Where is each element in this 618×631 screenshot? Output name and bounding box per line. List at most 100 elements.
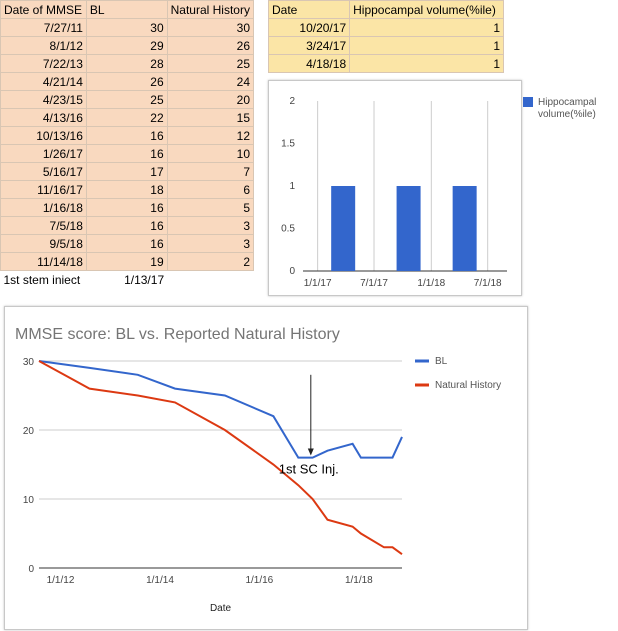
mmse-cell: 7/22/13: [0, 54, 87, 73]
bar-y-tick-label: 0: [289, 266, 295, 277]
mmse-cell: 10: [166, 144, 255, 163]
line-legend-label: Natural History: [435, 380, 501, 391]
mmse-cell: 20: [166, 90, 255, 109]
line-x-axis-label: Date: [210, 603, 232, 614]
mmse-cell: 3: [166, 234, 255, 253]
mmse-row: 1/26/17 16 10: [0, 144, 255, 163]
mmse-table: Date of MMSE BL Natural History 7/27/11 30 30…: [0, 0, 255, 289]
bar-legend-label: volume(%ile): [538, 109, 596, 120]
mmse-cell: 7: [166, 162, 255, 181]
mmse-cell: 7/27/11: [0, 18, 87, 37]
mmse-cell: 7/5/18: [0, 216, 87, 235]
mmse-cell: 16: [85, 234, 168, 253]
empty-cell: [167, 271, 253, 289]
bar-chart-svg: 1/1/17 7/1/17 1/1/18 7/1/18 0 0.5 1 1.5 2 Hippoca…: [281, 96, 596, 289]
line-x-tick-label: 1/1/12: [47, 575, 75, 586]
bar-legend-swatch: [523, 97, 533, 107]
mmse-cell: 25: [166, 54, 255, 73]
hippocampal-table: Date Hippocampal volume(%ile) 10/20/17 1 3/2…: [267, 0, 504, 73]
mmse-header-cell: BL: [85, 0, 168, 19]
mmse-cell: 1/16/18: [0, 198, 87, 217]
series-line-bl: [38, 360, 403, 459]
bar-y-tick-label: 0.5: [281, 224, 295, 235]
mmse-cell: 26: [166, 36, 255, 55]
mmse-cell: 24: [166, 72, 255, 91]
bar-x-tick-label: 1/1/18: [417, 278, 445, 289]
mmse-cell: 9/5/18: [0, 234, 87, 253]
mmse-cell: 11/14/18: [0, 252, 87, 271]
mmse-cell: 16: [85, 198, 168, 217]
hippo-header-cell: Hippocampal volume(%ile): [349, 0, 504, 19]
mmse-row: 7/5/18 16 3: [0, 216, 255, 235]
annotation-text: 1st SC Inj.: [279, 462, 339, 477]
mmse-cell: 12: [166, 126, 255, 145]
mmse-cell: 5: [166, 198, 255, 217]
hippo-cell: 1: [349, 18, 504, 37]
mmse-cell: 4/13/16: [0, 108, 87, 127]
mmse-row: 11/14/18 19 2: [0, 252, 255, 271]
mmse-cell: 3: [166, 216, 255, 235]
mmse-row: 4/21/14 26 24: [0, 72, 255, 91]
hippo-row: 10/20/17 1: [267, 18, 504, 37]
mmse-cell: 19: [85, 252, 168, 271]
mmse-header-row: Date of MMSE BL Natural History: [0, 0, 255, 19]
bar-y-tick-label: 1.5: [281, 139, 295, 150]
mmse-row: 7/27/11 30 30: [0, 18, 255, 37]
mmse-cell: 30: [166, 18, 255, 37]
series-line-natural-history: [38, 360, 403, 556]
mmse-cell: 18: [85, 180, 168, 199]
stem-injection-date: 1/13/17: [124, 272, 165, 287]
bar-legend-label: Hippocampal: [538, 97, 596, 108]
mmse-cell: 22: [85, 108, 168, 127]
mmse-cell: 2: [166, 252, 255, 271]
mmse-row: 11/16/17 18 6: [0, 180, 255, 199]
mmse-cell: 4/21/14: [0, 72, 87, 91]
hippo-cell: 10/20/17: [267, 18, 351, 37]
annotation-arrow-head: [307, 448, 314, 456]
mmse-cell: 16: [85, 144, 168, 163]
hippocampal-bar-chart: 1/1/17 7/1/17 1/1/18 7/1/18 0 0.5 1 1.5 2 Hippoca…: [268, 80, 596, 296]
line-chart-svg: MMSE score: BL vs. Reported Natural Hist…: [15, 326, 501, 614]
line-x-tick-label: 1/1/14: [146, 575, 174, 586]
mmse-cell: 16: [85, 126, 168, 145]
mmse-cell: 28: [85, 54, 168, 73]
mmse-row: 4/13/16 22 15: [0, 108, 255, 127]
mmse-cell: 8/1/12: [0, 36, 87, 55]
mmse-row: 7/22/13 28 25: [0, 54, 255, 73]
line-legend-label: BL: [435, 356, 448, 367]
stem-injection-label: 1st stem iniect: [3, 272, 81, 287]
line-y-tick-label: 0: [28, 564, 34, 575]
bar-x-tick-label: 1/1/17: [304, 278, 332, 289]
mmse-cell: 4/23/15: [0, 90, 87, 109]
line-y-tick-label: 20: [23, 426, 35, 437]
hippo-header-cell: Date: [267, 0, 351, 19]
line-y-tick-label: 10: [23, 495, 35, 506]
mmse-row: 9/5/18 16 3: [0, 234, 255, 253]
mmse-cell: 6: [166, 180, 255, 199]
stem-injection-row: 1st stem iniect 1/13/17: [1, 271, 254, 289]
bar-y-tick-label: 2: [289, 96, 295, 107]
mmse-row: 5/16/17 17 7: [0, 162, 255, 181]
mmse-row: 4/23/15 25 20: [0, 90, 255, 109]
bar-x-tick-label: 7/1/17: [360, 278, 388, 289]
mmse-cell: 1/26/17: [0, 144, 87, 163]
bar: [452, 186, 477, 271]
mmse-cell: 25: [85, 90, 168, 109]
bar: [331, 186, 356, 271]
hippo-row: 4/18/18 1: [267, 54, 504, 73]
mmse-cell: 29: [85, 36, 168, 55]
line-x-tick-label: 1/1/16: [245, 575, 273, 586]
mmse-row: 1/16/18 16 5: [0, 198, 255, 217]
mmse-row: 8/1/12 29 26: [0, 36, 255, 55]
bar: [396, 186, 421, 271]
mmse-cell: 10/13/16: [0, 126, 87, 145]
hippo-cell: 1: [349, 54, 504, 73]
bar-y-tick-label: 1: [289, 181, 295, 192]
line-x-tick-label: 1/1/18: [345, 575, 373, 586]
hippo-cell: 3/24/17: [267, 36, 351, 55]
line-y-tick-label: 30: [23, 357, 35, 368]
hippo-row: 3/24/17 1: [267, 36, 504, 55]
mmse-header-cell: Natural History: [166, 0, 255, 19]
mmse-cell: 11/16/17: [0, 180, 87, 199]
mmse-cell: 16: [85, 216, 168, 235]
